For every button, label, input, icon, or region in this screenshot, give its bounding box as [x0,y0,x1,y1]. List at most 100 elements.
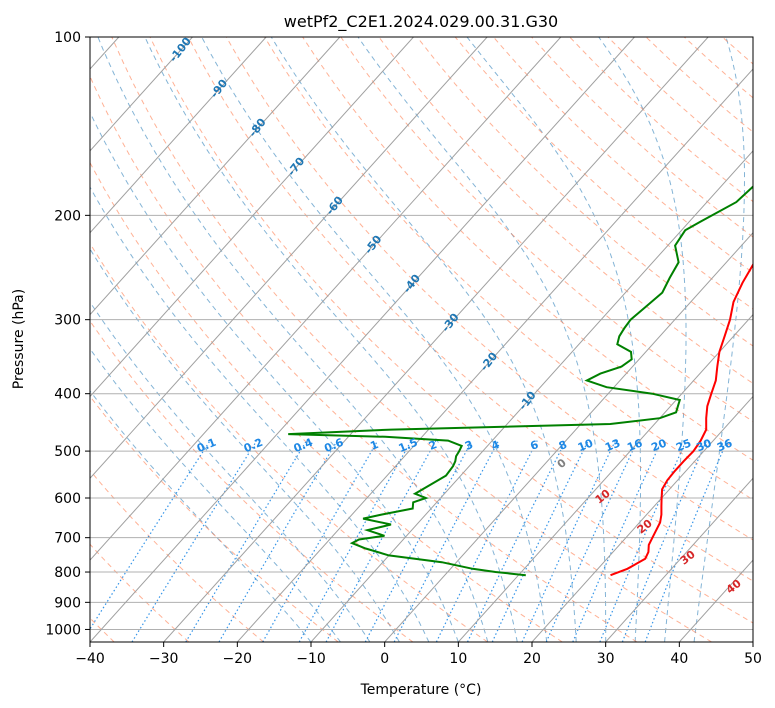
y-axis-title: Pressure (hPa) [11,289,27,389]
x-tick-label: 10 [449,651,467,667]
isotherm-gridline [90,37,193,152]
x-tick-label: −40 [75,651,105,667]
mixing-ratio-line [393,440,500,642]
x-tick-label: 50 [744,651,762,667]
y-tick-label: 200 [54,208,81,224]
plot-frame [89,36,754,643]
moist-adiabat-label: 30 [678,548,698,568]
mixing-ratio-label: 8 [557,438,569,453]
mixing-ratio-label: 30 [694,436,713,454]
dry-adiabat [683,37,753,99]
dry-adiabat [90,320,414,642]
y-tick-label: 100 [54,30,81,46]
x-tick-label: 30 [597,651,615,667]
x-tick-label: −20 [223,651,253,667]
moist-adiabat [90,301,371,642]
mixing-ratio-line [218,440,338,642]
isotherm-gridline [678,559,753,642]
y-tick-label: 600 [54,491,81,507]
dry-adiabat [416,37,753,347]
dry-adiabat [111,37,712,642]
dry-adiabat [149,37,753,624]
dry-adiabats [90,37,775,642]
mixing-ratio-label: 3 [463,438,475,453]
mixing-ratio-label: 16 [625,436,644,454]
moist-adiabat [90,347,341,642]
mixing-ratio-line [521,440,617,642]
mixing-ratio-line [435,440,538,642]
moist-adiabat [97,37,489,642]
mixing-ratio-label: 0.4 [292,436,315,455]
mixing-ratio-line [599,440,687,642]
inline-labels: -100-90-80-70-60-50-40-30-20-10010203040… [167,37,744,597]
y-tick-label: 900 [54,595,81,611]
y-tick-label: 700 [54,531,81,547]
isotherm-gridline [90,37,562,561]
moist-adiabat [693,37,745,642]
moist-adiabat-label: 20 [635,517,655,537]
mixing-ratio-label: 0.1 [195,436,218,455]
dry-adiabat [90,543,190,642]
mixing-ratio-line [325,440,437,642]
dry-adiabat [302,37,753,461]
isotherm-gridline [236,68,753,642]
moist-adiabat [201,37,548,642]
y-tick-label: 800 [54,565,81,581]
skewed-isotherms [90,37,753,642]
y-tick-label: 1000 [45,622,81,638]
isotherm-gridline [384,231,753,642]
moist-adiabat [90,186,430,642]
isotherm-gridline [310,150,753,642]
isotherm-gridline [457,313,753,642]
dry-adiabat [378,37,753,385]
moist-adiabat-label: 40 [724,577,744,597]
x-axis-ticks: −40 −30 −20 −10 0 10 20 30 40 50 [75,642,762,667]
dry-adiabat [761,37,775,642]
isotherm-gridline [90,37,414,398]
mixing-ratio-line [621,440,708,642]
chart-title: wetPf2_C2E1.2024.029.00.31.G30 [284,12,558,32]
dry-adiabat [187,37,753,582]
x-tick-label: −30 [149,651,179,667]
x-tick-label: 40 [670,651,688,667]
x-axis-title: Temperature (°C) [360,682,482,698]
dry-adiabat [225,37,753,541]
y-tick-label: 400 [54,387,81,403]
x-tick-label: 0 [380,651,389,667]
mixing-ratio-line [298,440,412,642]
dry-adiabat [264,37,753,501]
mixing-ratio-label: 10 [576,436,595,454]
dry-adiabat [90,395,339,642]
isotherm-gridline [90,37,341,316]
moist-adiabat [270,37,577,642]
isotherm-gridline [90,37,488,480]
dry-adiabat [454,37,753,310]
y-axis-ticks: 100 200 300 400 500 600 700 800 900 1000 [45,30,90,638]
x-tick-label: 20 [523,651,541,667]
mixing-ratio-label: 2 [427,438,439,453]
mixing-ratio-line [262,440,379,642]
plot-area: -100-90-80-70-60-50-40-30-20-10010203040… [90,37,775,642]
mixing-ratio-label: 13 [603,437,622,455]
mixing-ratio-lines [90,440,728,642]
y-tick-label: 500 [54,444,81,460]
x-tick-label: −10 [296,651,326,667]
isotherm-gridline [531,395,753,642]
mixing-ratio-label: 36 [715,436,734,454]
moist-adiabat [598,37,687,642]
mixing-ratio-label: 20 [649,436,668,454]
dry-adiabat [645,37,753,133]
mixing-ratio-label: 25 [674,437,693,455]
mixing-ratio-line [185,440,308,642]
moist-adiabat [357,37,607,642]
isotherm-gridline [605,477,753,642]
mixing-ratio-line [466,440,567,642]
dry-adiabat [90,161,563,642]
mixing-ratio-label: 1 [368,438,380,453]
dry-adiabat [493,37,753,274]
mixing-ratio-line [131,440,258,642]
moist-adiabat-label: 0 [555,456,569,471]
dry-adiabat [90,242,488,642]
isotherm-gridline [163,37,709,642]
profile-series [288,185,753,577]
